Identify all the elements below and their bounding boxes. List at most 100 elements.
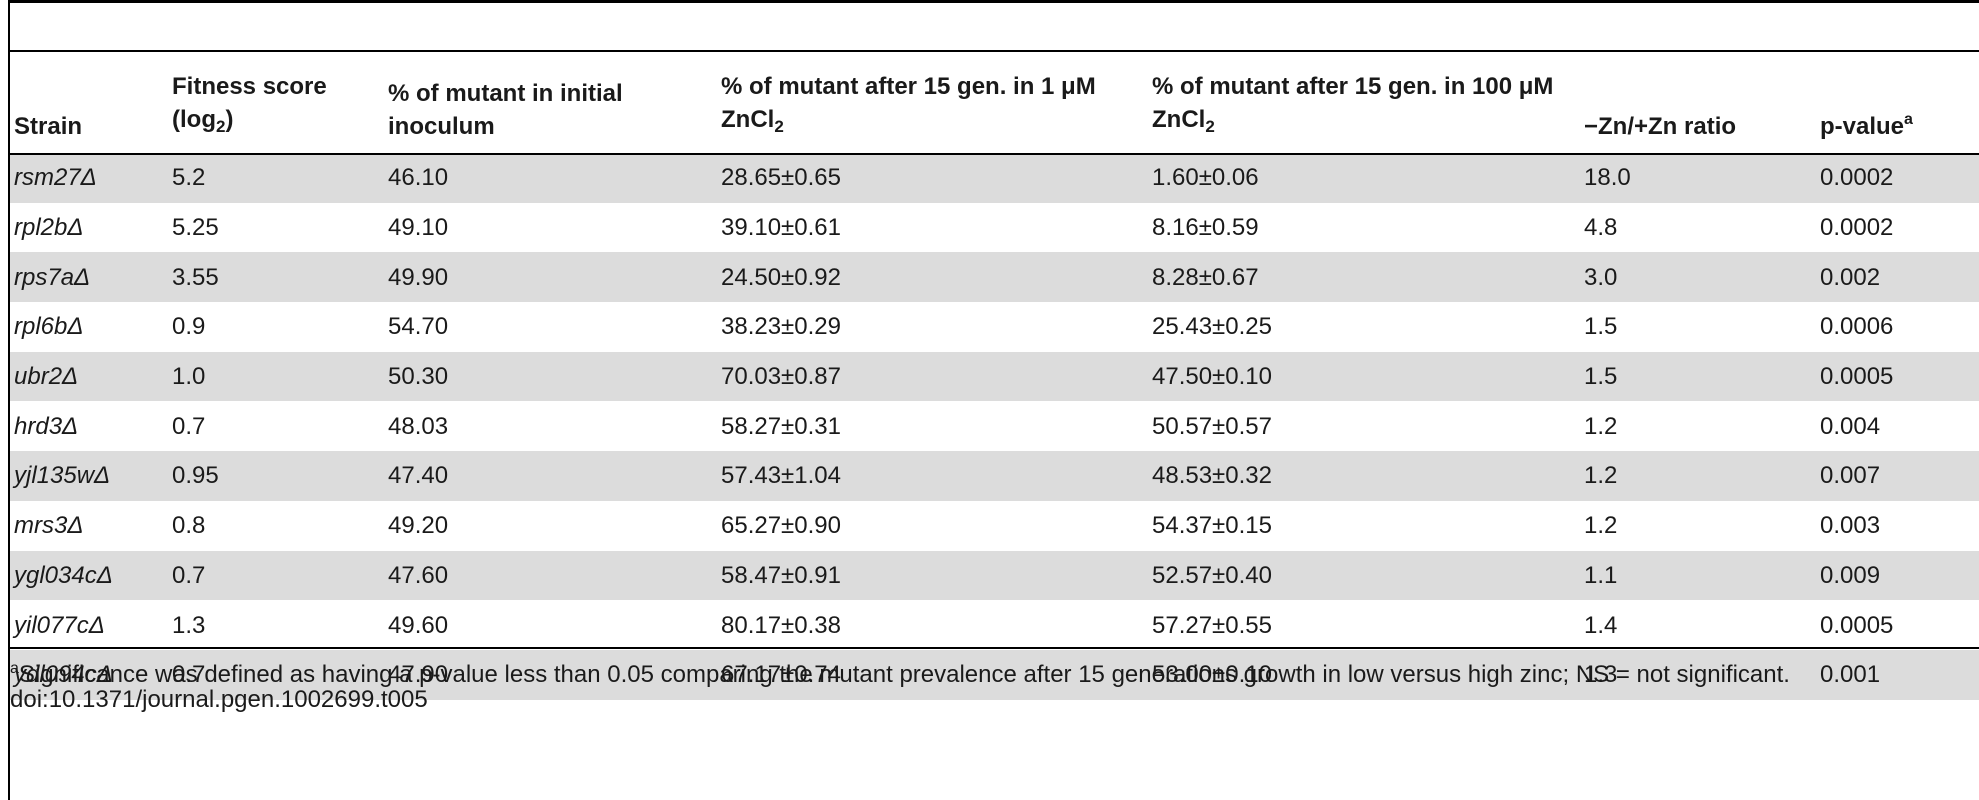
- cell-initial: 47.90: [384, 649, 717, 700]
- cell-low-zinc: 24.50±0.92: [717, 252, 1148, 303]
- cell-ratio: 1.2: [1584, 512, 1618, 540]
- cell-initial: 54.70: [388, 313, 449, 341]
- cell-strain: ygl034cΔ: [10, 550, 168, 601]
- cell-pvalue: 0.003: [1820, 512, 1881, 540]
- footnote: aSignificance was defined as having a p-…: [10, 652, 1979, 691]
- header-pvalue: p-valuea: [1820, 111, 1913, 140]
- cell-high-zinc: 53.00±0.10: [1148, 649, 1580, 700]
- cell-ratio: 1.2: [1580, 451, 1816, 501]
- cell-strain: yjl135wΔ: [10, 451, 168, 501]
- cell-low-zinc: 57.43±1.04: [717, 451, 1148, 501]
- cell-initial: 49.20: [388, 512, 449, 540]
- cell-low-zinc: 67.17±0.74: [717, 649, 1148, 700]
- cell-ratio: 1.5: [1584, 313, 1618, 341]
- cell-fitness: 0.95: [168, 451, 384, 501]
- table-row: rsm27Δ 5.2 46.10 28.65±0.65 1.60±0.06 18.0 0.0…: [10, 153, 1979, 203]
- data-table: Strain Fitness score (log2) % of mutant …: [10, 55, 1979, 700]
- cell-initial: 50.30: [384, 351, 717, 402]
- cell-high-zinc: 54.37±0.15: [1152, 512, 1272, 540]
- cell-strain: rpl6bΔ: [14, 313, 84, 341]
- cell-high-zinc: 25.43±0.25: [1152, 313, 1272, 341]
- header-strain: Strain: [14, 113, 83, 140]
- cell-pvalue: 0.009: [1816, 550, 1979, 601]
- table-row: yjl135wΔ 0.95 47.40 57.43±1.04 48.53±0.32 1.2…: [10, 451, 1979, 501]
- table-row: ydl094cΔ 0.7 47.90 67.17±0.74 53.00±0.10 1.3 0…: [10, 649, 1979, 700]
- cell-ratio: 18.0: [1580, 153, 1816, 203]
- cell-strain: ubr2Δ: [10, 351, 168, 402]
- cell-fitness: 3.55: [168, 252, 384, 303]
- cell-initial: 46.10: [384, 153, 717, 203]
- cell-pvalue: 0.0006: [1820, 313, 1894, 341]
- cell-ratio: 3.0: [1580, 252, 1816, 303]
- cell-fitness: 0.7: [168, 550, 384, 601]
- cell-initial: 49.10: [388, 214, 449, 242]
- cell-strain: rpl2bΔ: [14, 214, 84, 242]
- top-rule: [10, 0, 1979, 3]
- cell-fitness: 5.25: [172, 214, 219, 242]
- cell-fitness: 5.2: [168, 153, 384, 203]
- cell-ratio: 1.2: [1584, 412, 1618, 440]
- table-row: ubr2Δ 1.0 50.30 70.03±0.87 47.50±0.10 1.5 0.00…: [10, 351, 1979, 402]
- header-fitness: Fitness score (log2): [172, 73, 327, 136]
- cell-ratio: 1.1: [1580, 550, 1816, 601]
- cell-low-zinc: 65.27±0.90: [721, 512, 841, 540]
- table-row: yil077cΔ 1.3 49.60 80.17±0.38 57.27±0.55 1.4 0…: [10, 600, 1979, 650]
- header-initial: % of mutant in initial inoculum: [388, 80, 623, 140]
- cell-high-zinc: 52.57±0.40: [1148, 550, 1580, 601]
- table-row: hrd3Δ 0.7 48.03 58.27±0.31 50.57±0.57 1.2 0.00…: [10, 401, 1979, 451]
- table-row: rps7aΔ 3.55 49.90 24.50±0.92 8.28±0.67 3.0 0.0…: [10, 252, 1979, 303]
- cell-low-zinc: 58.47±0.91: [717, 550, 1148, 601]
- cell-pvalue: 0.004: [1820, 412, 1881, 440]
- cell-initial: 48.03: [388, 412, 449, 440]
- caption-rule: [10, 50, 1979, 52]
- cell-fitness: 1.3: [172, 611, 206, 639]
- bottom-rule: [10, 647, 1979, 649]
- cell-high-zinc: 8.28±0.67: [1148, 252, 1580, 303]
- cell-low-zinc: 80.17±0.38: [721, 611, 841, 639]
- cell-low-zinc: 39.10±0.61: [721, 214, 841, 242]
- table-frame: Strain Fitness score (log2) % of mutant …: [8, 0, 1979, 800]
- cell-fitness: 1.0: [168, 351, 384, 402]
- header-low-zinc: % of mutant after 15 gen. in 1 μM ZnCl2: [721, 73, 1096, 136]
- cell-pvalue: 0.0002: [1820, 214, 1894, 242]
- header-ratio: −Zn/+Zn ratio: [1584, 113, 1737, 140]
- table-row: ygl034cΔ 0.7 47.60 58.47±0.91 52.57±0.40 1.1 0…: [10, 550, 1979, 601]
- cell-strain: rsm27Δ: [10, 153, 168, 203]
- doi-link[interactable]: doi:10.1371/journal.pgen.1002699.t005: [10, 686, 428, 713]
- cell-fitness: 0.9: [172, 313, 206, 341]
- table-row: rpl2bΔ 5.25 49.10 39.10±0.61 8.16±0.59 4.8 0.0…: [10, 203, 1979, 253]
- cell-initial: 49.60: [388, 611, 449, 639]
- cell-strain: ydl094cΔ: [10, 649, 168, 700]
- cell-strain: rps7aΔ: [10, 252, 168, 303]
- cell-fitness: 0.7: [168, 649, 384, 700]
- cell-pvalue: 0.0002: [1816, 153, 1979, 203]
- cell-pvalue: 0.002: [1816, 252, 1979, 303]
- cell-high-zinc: 50.57±0.57: [1152, 412, 1272, 440]
- cell-low-zinc: 28.65±0.65: [717, 153, 1148, 203]
- header-rule: [10, 153, 1979, 155]
- cell-strain: hrd3Δ: [14, 412, 79, 440]
- cell-high-zinc: 57.27±0.55: [1152, 611, 1272, 639]
- cell-strain: yil077cΔ: [14, 611, 105, 639]
- table-row: mrs3Δ 0.8 49.20 65.27±0.90 54.37±0.15 1.2 0.00…: [10, 501, 1979, 551]
- cell-initial: 49.90: [384, 252, 717, 303]
- cell-high-zinc: 48.53±0.32: [1148, 451, 1580, 501]
- cell-high-zinc: 47.50±0.10: [1148, 351, 1580, 402]
- cell-fitness: 0.8: [172, 512, 206, 540]
- cell-low-zinc: 70.03±0.87: [717, 351, 1148, 402]
- cell-low-zinc: 38.23±0.29: [721, 313, 841, 341]
- cell-pvalue: 0.0005: [1820, 611, 1894, 639]
- cell-ratio: 1.5: [1580, 351, 1816, 402]
- cell-ratio: 1.4: [1584, 611, 1618, 639]
- cell-ratio: 1.3: [1580, 649, 1816, 700]
- cell-high-zinc: 1.60±0.06: [1148, 153, 1580, 203]
- header-row: Strain Fitness score (log2) % of mutant …: [10, 55, 1979, 153]
- cell-low-zinc: 58.27±0.31: [721, 412, 841, 440]
- table-row: rpl6bΔ 0.9 54.70 38.23±0.29 25.43±0.25 1.5 0.0…: [10, 302, 1979, 352]
- cell-pvalue: 0.0005: [1816, 351, 1979, 402]
- cell-strain: mrs3Δ: [14, 512, 84, 540]
- cell-initial: 47.40: [384, 451, 717, 501]
- header-high-zinc: % of mutant after 15 gen. in 100 μM ZnCl…: [1152, 73, 1554, 136]
- cell-initial: 47.60: [384, 550, 717, 601]
- cell-fitness: 0.7: [172, 412, 206, 440]
